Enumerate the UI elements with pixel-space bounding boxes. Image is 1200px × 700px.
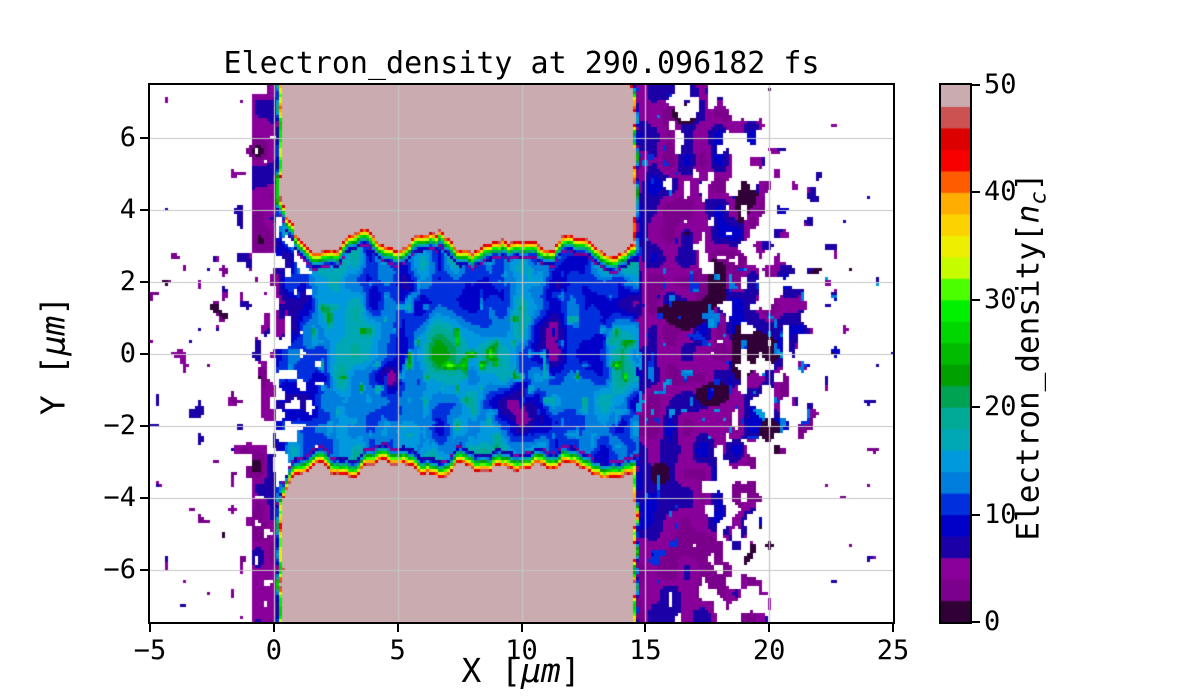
colorbar-tick-mark <box>972 406 980 409</box>
y-tick-mark <box>140 208 148 211</box>
y-tick-label: 4 <box>119 193 136 225</box>
x-tick-mark <box>768 624 771 632</box>
y-tick-mark <box>140 568 148 571</box>
x-tick-label: 20 <box>752 635 786 666</box>
x-tick-label: 25 <box>876 635 910 666</box>
x-tick-mark <box>892 624 894 632</box>
colorbar-tick-label: 20 <box>984 391 1017 423</box>
colorbar-label: Electron_density[nc] <box>1010 57 1051 657</box>
x-axis-label-math: μm <box>520 651 561 690</box>
colorbar-tick-label: 0 <box>984 606 1001 637</box>
colorbar-tick-mark <box>972 621 980 623</box>
colorbar-tick-mark <box>972 191 980 194</box>
x-tick-mark <box>520 624 523 632</box>
y-tick-mark <box>140 280 148 283</box>
x-tick-label: 10 <box>505 635 538 666</box>
colorbar-label-sub: c <box>1025 191 1052 205</box>
y-tick-label: −4 <box>103 481 136 513</box>
colorbar-tick-label: 50 <box>984 69 1017 100</box>
y-tick-label: −6 <box>103 553 136 585</box>
colorbar-canvas <box>941 85 970 622</box>
y-tick-label: 2 <box>119 265 136 297</box>
x-tick-label: 0 <box>265 635 282 666</box>
x-axis-label-suffix: ] <box>560 651 581 690</box>
x-tick-label: 5 <box>389 635 406 666</box>
y-tick-label: −2 <box>103 409 136 441</box>
heatmap-canvas <box>150 85 893 622</box>
x-tick-label: −5 <box>133 635 167 666</box>
x-tick-mark <box>149 624 151 632</box>
x-axis-label-prefix: X [ <box>461 651 521 690</box>
y-tick-mark <box>140 352 148 355</box>
y-tick-mark <box>140 136 148 139</box>
colorbar-tick-label: 30 <box>984 283 1017 315</box>
colorbar-label-prefix: Electron_density[ <box>1010 223 1047 541</box>
chart-title: Electron_density at 290.096182 fs <box>223 46 820 81</box>
colorbar-label-var: n <box>1010 204 1047 224</box>
plot-area <box>148 83 895 624</box>
x-tick-mark <box>396 624 399 632</box>
x-axis-label: X [μm] <box>271 651 771 690</box>
x-tick-mark <box>644 624 647 632</box>
colorbar-tick-mark <box>972 513 980 516</box>
y-tick-label: 0 <box>119 337 136 369</box>
colorbar-tick-mark <box>972 298 980 301</box>
colorbar <box>939 83 972 624</box>
colorbar-label-suffix: ] <box>1010 172 1047 192</box>
y-tick-mark <box>140 496 148 499</box>
y-tick-label: 6 <box>119 121 136 153</box>
x-tick-mark <box>272 624 275 632</box>
x-tick-label: 15 <box>629 635 662 666</box>
colorbar-tick-mark <box>972 84 980 86</box>
y-tick-mark <box>140 424 148 427</box>
colorbar-tick-label: 10 <box>984 498 1017 530</box>
colorbar-tick-label: 40 <box>984 176 1017 208</box>
